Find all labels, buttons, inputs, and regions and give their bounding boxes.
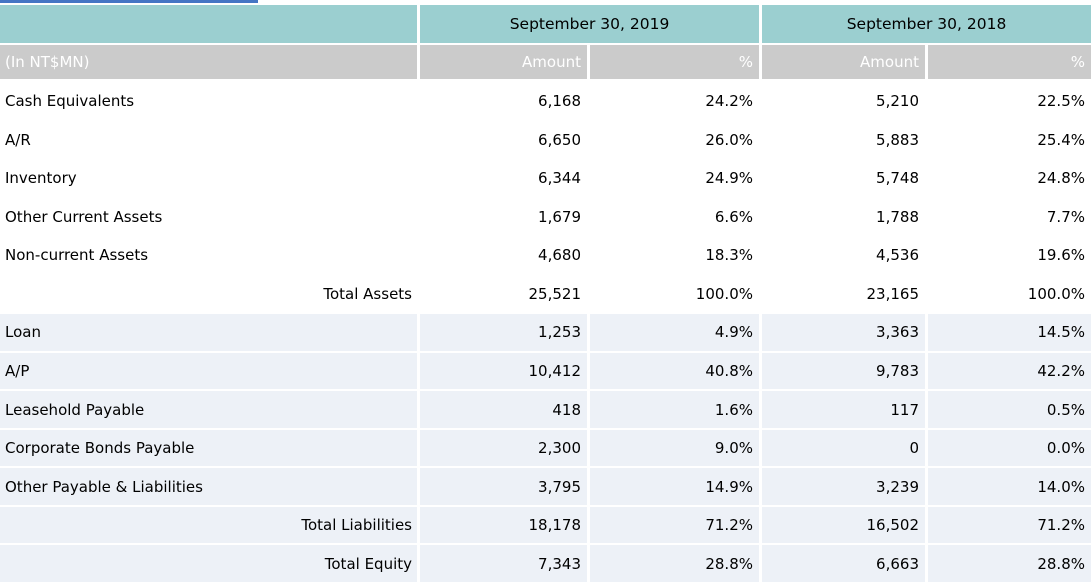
cell-value: 6,663 [759, 543, 925, 582]
row-label: Other Payable & Liabilities [0, 466, 417, 505]
cell-value: 40.8% [587, 350, 759, 390]
cell-value: 3,239 [759, 466, 925, 505]
cell-value: 5,748 [759, 158, 925, 197]
cell-value: 19.6% [925, 235, 1091, 274]
cell-value: 4,680 [417, 235, 587, 274]
cell-value: 0.0% [925, 427, 1091, 467]
row-label: Inventory [0, 158, 417, 197]
cell-value: 24.2% [587, 81, 759, 120]
row-label: Loan [0, 312, 417, 351]
cell-value: 4,536 [759, 235, 925, 274]
cell-value: 100.0% [925, 273, 1091, 313]
cell-value: 117 [759, 389, 925, 428]
row-label: Total Equity [0, 543, 417, 582]
cell-value: 6,168 [417, 81, 587, 120]
cell-value: 6,344 [417, 158, 587, 197]
cell-value: 10,412 [417, 350, 587, 390]
subheader-percent-2019: % [587, 43, 759, 81]
cell-value: 5,210 [759, 81, 925, 120]
top-strip [0, 0, 1091, 5]
cell-value: 26.0% [587, 119, 759, 159]
unit-label: (In NT$MN) [0, 43, 417, 81]
cell-value: 18,178 [417, 504, 587, 544]
row-label: Non-current Assets [0, 235, 417, 274]
cell-value: 1,788 [759, 196, 925, 236]
cell-value: 71.2% [925, 504, 1091, 544]
cell-value: 18.3% [587, 235, 759, 274]
subheader-amount-2019: Amount [417, 43, 587, 81]
cell-value: 24.8% [925, 158, 1091, 197]
row-label: Cash Equivalents [0, 81, 417, 120]
cell-value: 9.0% [587, 427, 759, 467]
cell-value: 14.9% [587, 466, 759, 505]
cell-value: 9,783 [759, 350, 925, 390]
cell-value: 23,165 [759, 273, 925, 313]
top-accent-bar [0, 0, 258, 3]
row-label: Leasehold Payable [0, 389, 417, 428]
cell-value: 0.5% [925, 389, 1091, 428]
balance-sheet-table: September 30, 2019 September 30, 2018 (I… [0, 5, 1091, 582]
cell-value: 25.4% [925, 119, 1091, 159]
cell-value: 28.8% [587, 543, 759, 582]
column-group-2018: September 30, 2018 [759, 5, 1091, 43]
cell-value: 7,343 [417, 543, 587, 582]
cell-value: 14.0% [925, 466, 1091, 505]
subheader-percent-2018: % [925, 43, 1091, 81]
cell-value: 100.0% [587, 273, 759, 313]
cell-value: 2,300 [417, 427, 587, 467]
cell-value: 42.2% [925, 350, 1091, 390]
cell-value: 22.5% [925, 81, 1091, 120]
cell-value: 71.2% [587, 504, 759, 544]
cell-value: 16,502 [759, 504, 925, 544]
cell-value: 24.9% [587, 158, 759, 197]
cell-value: 6,650 [417, 119, 587, 159]
cell-value: 7.7% [925, 196, 1091, 236]
column-group-2019: September 30, 2019 [417, 5, 759, 43]
header-corner-cell [0, 5, 417, 43]
cell-value: 1.6% [587, 389, 759, 428]
cell-value: 3,363 [759, 312, 925, 351]
subheader-amount-2018: Amount [759, 43, 925, 81]
cell-value: 25,521 [417, 273, 587, 313]
row-label: A/R [0, 119, 417, 159]
cell-value: 28.8% [925, 543, 1091, 582]
cell-value: 418 [417, 389, 587, 428]
row-label: Corporate Bonds Payable [0, 427, 417, 467]
cell-value: 5,883 [759, 119, 925, 159]
row-label: Total Liabilities [0, 504, 417, 544]
cell-value: 3,795 [417, 466, 587, 505]
row-label: A/P [0, 350, 417, 390]
row-label: Other Current Assets [0, 196, 417, 236]
cell-value: 6.6% [587, 196, 759, 236]
cell-value: 1,253 [417, 312, 587, 351]
cell-value: 1,679 [417, 196, 587, 236]
row-label: Total Assets [0, 273, 417, 313]
cell-value: 4.9% [587, 312, 759, 351]
cell-value: 14.5% [925, 312, 1091, 351]
cell-value: 0 [759, 427, 925, 467]
